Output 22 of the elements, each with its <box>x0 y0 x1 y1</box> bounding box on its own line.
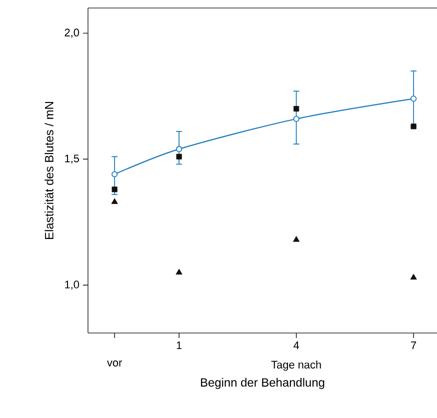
point <box>410 96 417 102</box>
y-axis-title: Elastizität des Blutes / mN <box>44 102 54 239</box>
y-tick-label: 1,0 <box>65 280 80 290</box>
point <box>112 186 118 192</box>
point <box>410 274 417 280</box>
text: vor <box>106 360 122 367</box>
x-tick-label: 1 <box>176 342 182 350</box>
point <box>111 198 118 204</box>
point <box>176 154 182 160</box>
text: Tage nach <box>271 360 321 371</box>
point <box>293 116 300 122</box>
point <box>176 146 182 152</box>
point <box>112 171 118 178</box>
x-tick-label: 4 <box>294 342 300 350</box>
point <box>293 236 300 242</box>
x-axis-title: Beginn der Behandlung <box>201 378 324 390</box>
point <box>176 268 182 275</box>
y-tick-label: 2,0 <box>64 28 80 38</box>
point <box>410 124 416 130</box>
x-tick-label: 7 <box>411 342 416 350</box>
point <box>294 106 300 112</box>
y-tick-label: 1,5 <box>65 154 80 164</box>
